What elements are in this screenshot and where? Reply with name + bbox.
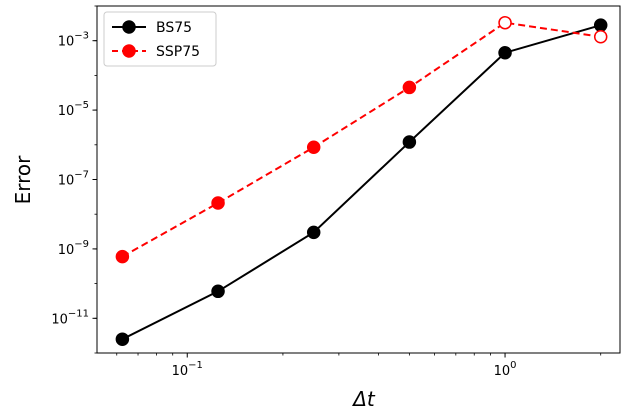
y-tick-label: 10−9 bbox=[58, 239, 89, 258]
legend-label-bs75: BS75 bbox=[156, 20, 192, 36]
data-point-bs75 bbox=[211, 284, 225, 299]
x-tick-label: 100 bbox=[494, 360, 517, 379]
series-line-bs75 bbox=[121, 24, 601, 341]
x-axis-label: Δt bbox=[351, 387, 376, 411]
legend: BS75 SSP75 bbox=[103, 11, 217, 67]
legend-marker-ssp75 bbox=[122, 44, 136, 58]
data-point-bs75 bbox=[115, 332, 130, 346]
y-axis-label: Error bbox=[11, 155, 35, 205]
data-point-bs75 bbox=[498, 45, 512, 60]
x-tick-label: 10−1 bbox=[172, 360, 203, 379]
data-point-bs75 bbox=[402, 135, 417, 149]
y-tick-label: 10−5 bbox=[58, 100, 89, 119]
data-point-bs75 bbox=[306, 225, 321, 240]
data-point-ssp75 bbox=[115, 249, 130, 264]
y-tick-label: 10−11 bbox=[51, 308, 89, 327]
data-point-bs75 bbox=[593, 18, 608, 32]
data-point-ssp75 bbox=[402, 80, 417, 95]
y-tick-label: 10−3 bbox=[58, 31, 89, 50]
data-point-ssp75 bbox=[498, 15, 512, 30]
data-point-ssp75 bbox=[211, 196, 225, 210]
data-point-ssp75 bbox=[306, 140, 321, 154]
legend-label-ssp75: SSP75 bbox=[156, 44, 200, 60]
series-line-ssp75 bbox=[121, 21, 601, 258]
y-tick-label: 10−7 bbox=[58, 170, 89, 189]
legend-marker-bs75 bbox=[122, 20, 136, 34]
data-point-ssp75 bbox=[593, 30, 608, 44]
